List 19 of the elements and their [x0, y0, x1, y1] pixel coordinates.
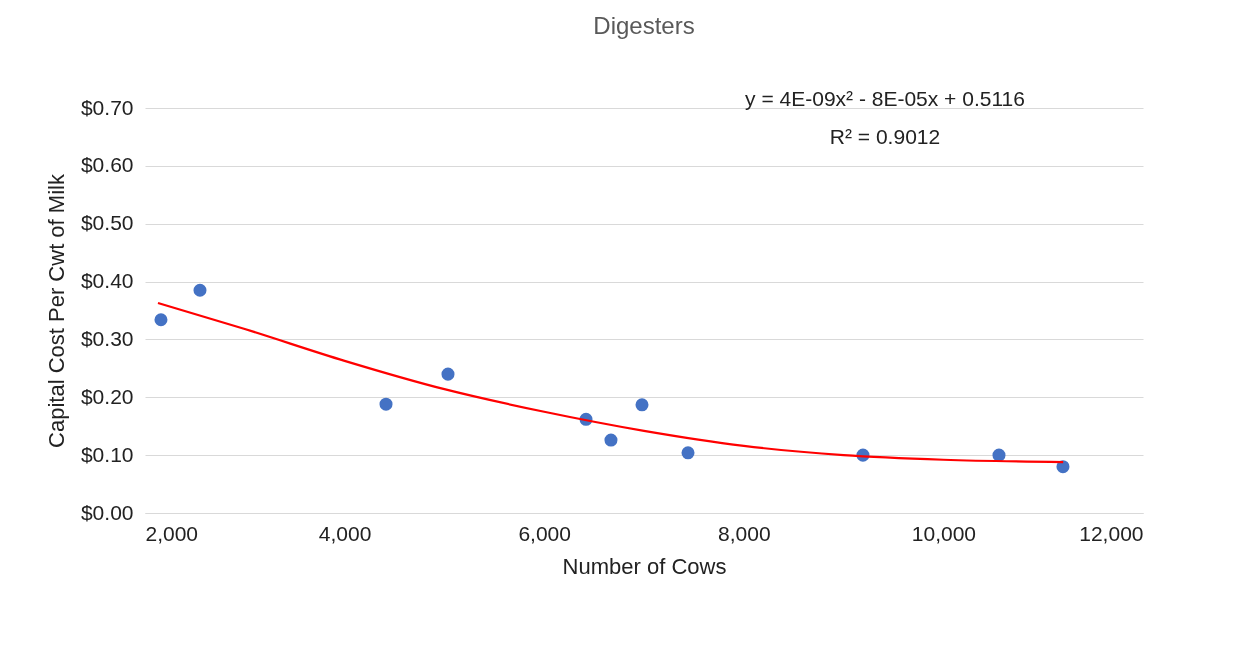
annotation: y = 4E-09x² - 8E-05x + 0.5116 [745, 87, 1025, 110]
x-tick-label: 10,000 [911, 521, 977, 545]
y-tick-label: $0.10 [80, 442, 134, 466]
x-tick-label: 4,000 [318, 521, 372, 545]
chart-title: Digesters [593, 12, 695, 39]
y-tick-label: $0.60 [80, 153, 134, 177]
x-tick-label: 6,000 [518, 521, 571, 545]
y-tick-label: $0.70 [80, 95, 134, 119]
x-tick-label: 8,000 [718, 521, 771, 545]
y-axis-title: Capital Cost Per Cwt of Milk [43, 173, 69, 448]
x-tick-label: 2,000 [145, 521, 199, 545]
y-tick-label: $0.40 [80, 269, 134, 293]
y-tick-label: $0.20 [80, 384, 134, 408]
y-tick-label: $0.50 [80, 211, 134, 235]
x-axis-title: Number of Cows [562, 553, 727, 579]
annotation: R² = 0.9012 [829, 125, 941, 148]
x-tick-label: 12,000 [1079, 521, 1144, 545]
y-tick-label: $0.30 [80, 326, 134, 350]
y-tick-label: $0.00 [80, 500, 134, 524]
